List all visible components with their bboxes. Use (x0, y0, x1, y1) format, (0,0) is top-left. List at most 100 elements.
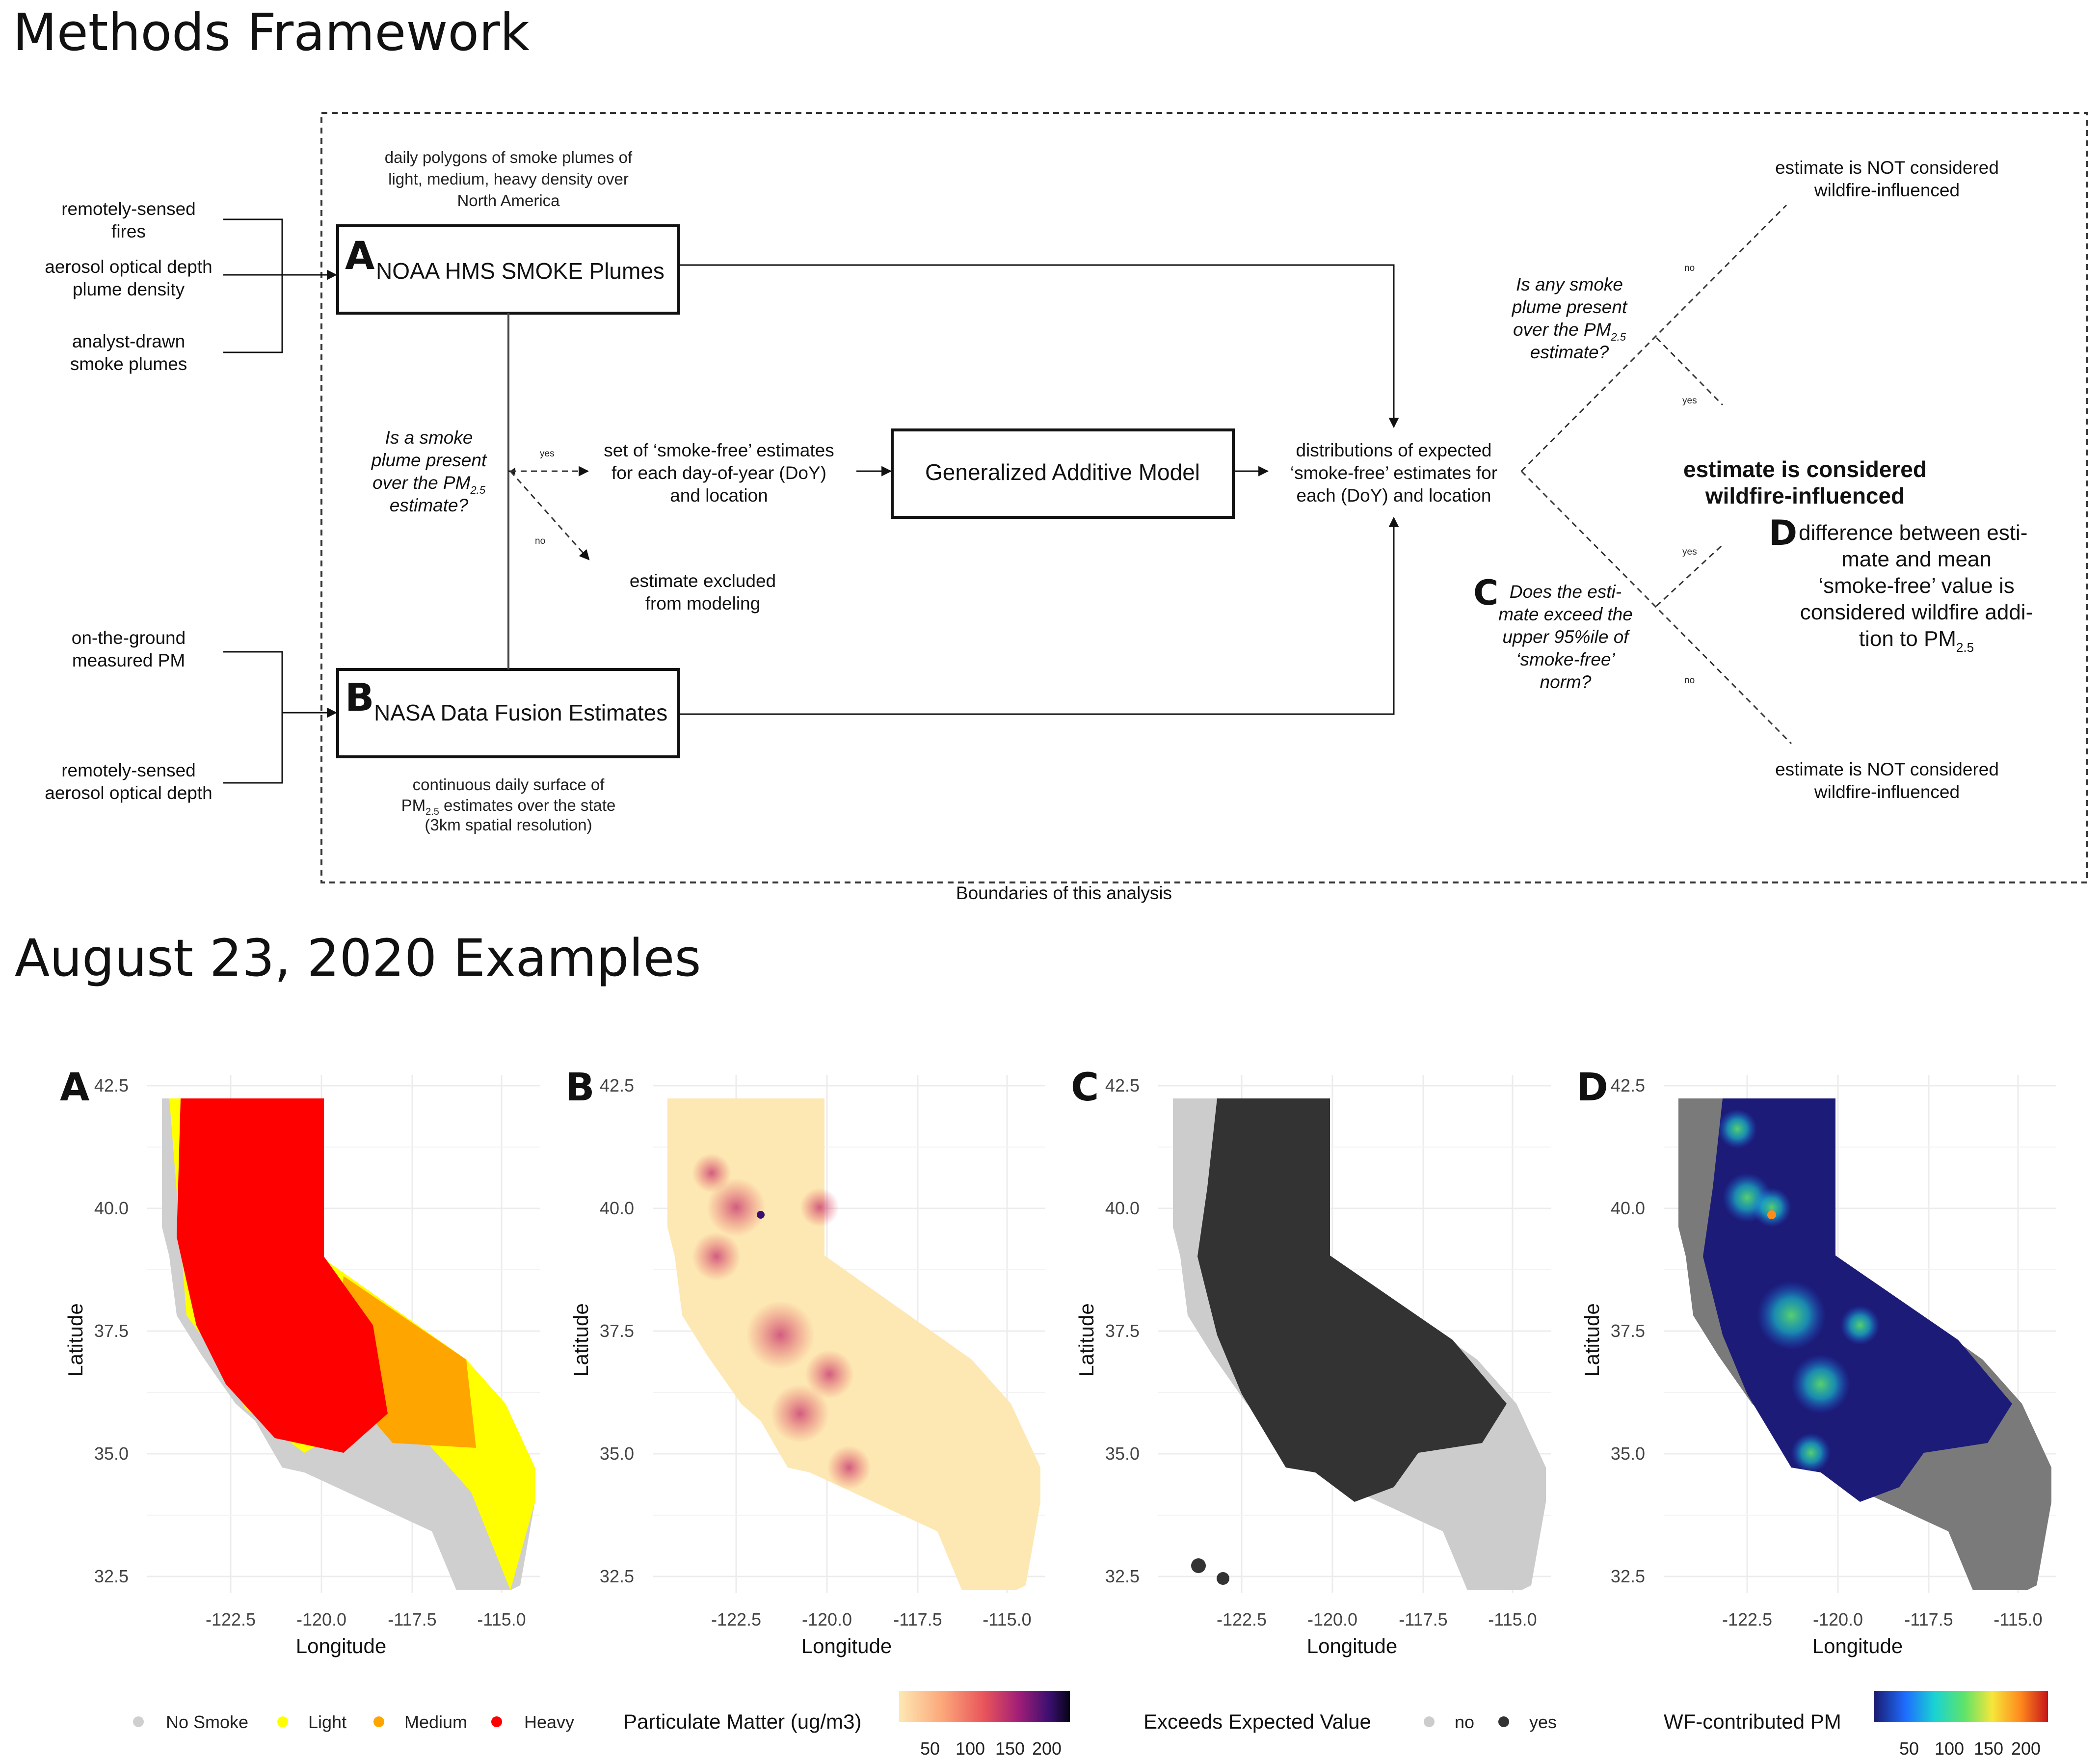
x-tick-label: -115.0 (1994, 1609, 2042, 1629)
svg-text:Particulate Matter (ug/m3): Particulate Matter (ug/m3) (623, 1710, 862, 1733)
svg-text:100: 100 (1935, 1738, 1964, 1759)
pm-peak (757, 1211, 765, 1219)
y-axis-label: Latitude (1580, 1303, 1603, 1376)
x-tick-label: -122.5 (1722, 1609, 1772, 1629)
x-axis-label: Longitude (1307, 1634, 1398, 1657)
svg-text:on-the-ground: on-the-ground (72, 628, 186, 648)
examples-title: August 23, 2020 Examples (15, 928, 701, 988)
svg-text:D: D (1769, 513, 1797, 553)
map-panel-d: D 42.5 40.0 37.5 35.0 32.5 -122.5 -120.0 -117.5 -… (1576, 1066, 2056, 1657)
pm-hotspot (827, 1445, 871, 1490)
svg-text:considered wildfire addi-: considered wildfire addi- (1800, 600, 2033, 624)
island (1217, 1572, 1229, 1585)
arrow-no-left (509, 471, 590, 561)
svg-text:150: 150 (995, 1738, 1025, 1759)
x-axis-label: Longitude (801, 1634, 892, 1657)
wf-hotspot (1752, 1188, 1791, 1227)
svg-text:C: C (1473, 573, 1498, 613)
box-nasa-fusion: B NASA Data Fusion Estimates continuous … (336, 668, 680, 834)
svg-text:Generalized Additive Model: Generalized Additive Model (925, 459, 1200, 485)
svg-text:remotely-sensed: remotely-sensed (61, 760, 196, 780)
svg-text:PM2.5 estimates over the state: PM2.5 estimates over the state (401, 796, 616, 817)
svg-text:Exceeds Expected Value: Exceeds Expected Value (1143, 1710, 1371, 1733)
panel-letter: C (1071, 1066, 1099, 1110)
svg-text:(3km spatial resolution): (3km spatial resolution) (425, 816, 592, 834)
pm-hotspot (692, 1232, 741, 1281)
exceeds-yes (1197, 1098, 1507, 1502)
box-a-label: NOAA HMS SMOKE Plumes (376, 258, 665, 284)
not-considered-top: estimate is NOT considered wildfire-infl… (1775, 158, 1999, 200)
svg-text:estimate is considered: estimate is considered (1683, 456, 1927, 482)
wf-hotspot (1791, 1433, 1831, 1472)
colorbar-b (899, 1691, 1070, 1722)
svg-text:distributions of expected: distributions of expected (1296, 440, 1491, 460)
svg-text:Light: Light (308, 1712, 346, 1732)
branch-lower (1520, 470, 1792, 745)
svg-text:daily polygons of smoke plumes: daily polygons of smoke plumes of (385, 148, 633, 166)
y-tick-label: 42.5 (94, 1075, 129, 1095)
svg-text:Does the esti-: Does the esti- (1510, 582, 1622, 602)
question-right: Is any smoke plume present over the PM2.… (1512, 274, 1628, 362)
smoke-heavy (177, 1098, 388, 1453)
y-tick-label: 32.5 (600, 1566, 634, 1586)
box-gam: Generalized Additive Model (891, 428, 1235, 519)
x-tick-label: -120.0 (1307, 1609, 1357, 1629)
inputs-bottom: on-the-ground measured PM remotely-sense… (45, 628, 338, 803)
x-tick-label: -117.5 (1904, 1609, 1953, 1629)
box-a-letter: A (345, 234, 374, 278)
pm-hotspot (805, 1350, 854, 1399)
svg-text:and location: and location (670, 485, 768, 506)
d-description: D difference between esti- mate and mean… (1769, 513, 2033, 655)
svg-text:over the PM2.5: over the PM2.5 (372, 473, 486, 496)
svg-text:‘smoke-free’: ‘smoke-free’ (1516, 649, 1615, 669)
svg-text:yes: yes (540, 449, 555, 459)
map-panel-c: C 42.5 40.0 37.5 35.0 32.5 -122.5 -120.0 -117.5 -… (1071, 1066, 1551, 1657)
svg-text:yes: yes (1682, 547, 1697, 557)
y-tick-label: 40.0 (94, 1198, 129, 1218)
svg-text:remotely-sensed: remotely-sensed (61, 199, 196, 219)
x-tick-label: -117.5 (388, 1609, 436, 1629)
y-tick-label: 42.5 (600, 1075, 634, 1095)
svg-text:‘smoke-free’ value is: ‘smoke-free’ value is (1818, 574, 2014, 598)
legend-d: WF-contributed PM 50 100 150 200 (1664, 1691, 2048, 1759)
x-tick-label: -120.0 (802, 1609, 852, 1629)
svg-text:wildfire-influenced: wildfire-influenced (1814, 782, 1960, 802)
svg-text:for each day-of-year (DoY): for each day-of-year (DoY) (611, 463, 826, 483)
svg-text:estimate excluded: estimate excluded (630, 571, 776, 591)
x-tick-label: -122.5 (1217, 1609, 1267, 1629)
x-tick-label: -115.0 (983, 1609, 1031, 1629)
x-tick-label: -115.0 (1488, 1609, 1537, 1629)
svg-text:No Smoke: No Smoke (166, 1712, 248, 1732)
svg-text:estimate?: estimate? (1530, 342, 1609, 362)
y-tick-label: 40.0 (600, 1198, 634, 1218)
legend-c: Exceeds Expected Value no yes (1143, 1710, 1557, 1733)
legend-b: Particulate Matter (ug/m3) 50 100 150 20… (623, 1691, 1070, 1759)
excluded-text: estimate excluded from modeling (630, 571, 776, 614)
svg-text:over the PM2.5: over the PM2.5 (1513, 320, 1626, 343)
svg-text:estimate is NOT considered: estimate is NOT considered (1775, 759, 1999, 779)
y-tick-label: 35.0 (94, 1443, 129, 1464)
svg-text:‘smoke-free’ estimates for: ‘smoke-free’ estimates for (1290, 463, 1497, 483)
wf-hotspot (1718, 1109, 1757, 1149)
colorbar-d (1874, 1691, 2048, 1722)
box-noaa-hms: daily polygons of smoke plumes of light,… (336, 148, 680, 315)
svg-text:yes: yes (1529, 1712, 1557, 1732)
question-c: C Does the esti- mate exceed the upper 9… (1473, 573, 1633, 692)
y-tick-label: 32.5 (1105, 1566, 1140, 1586)
svg-text:continuous daily surface of: continuous daily surface of (413, 775, 605, 794)
y-axis-label: Latitude (1075, 1303, 1098, 1376)
svg-text:mate exceed the: mate exceed the (1498, 604, 1633, 624)
svg-text:each (DoY) and location: each (DoY) and location (1297, 485, 1491, 506)
svg-text:upper 95%ile of: upper 95%ile of (1502, 627, 1630, 647)
svg-text:100: 100 (956, 1738, 985, 1759)
question-left: Is a smoke plume present over the PM2.5 … (371, 427, 487, 515)
wf-area (1703, 1098, 2012, 1502)
x-tick-label: -122.5 (711, 1609, 761, 1629)
svg-text:difference between esti-: difference between esti- (1799, 521, 2027, 545)
y-tick-label: 37.5 (1611, 1321, 1645, 1341)
not-considered-bottom: estimate is NOT considered wildfire-infl… (1775, 759, 1999, 802)
svg-text:set of ‘smoke-free’ estimates: set of ‘smoke-free’ estimates (604, 440, 834, 460)
svg-text:aerosol optical depth: aerosol optical depth (45, 257, 212, 277)
svg-text:plume present: plume present (1512, 297, 1628, 317)
arrow-b-to-distributions (679, 516, 1399, 715)
